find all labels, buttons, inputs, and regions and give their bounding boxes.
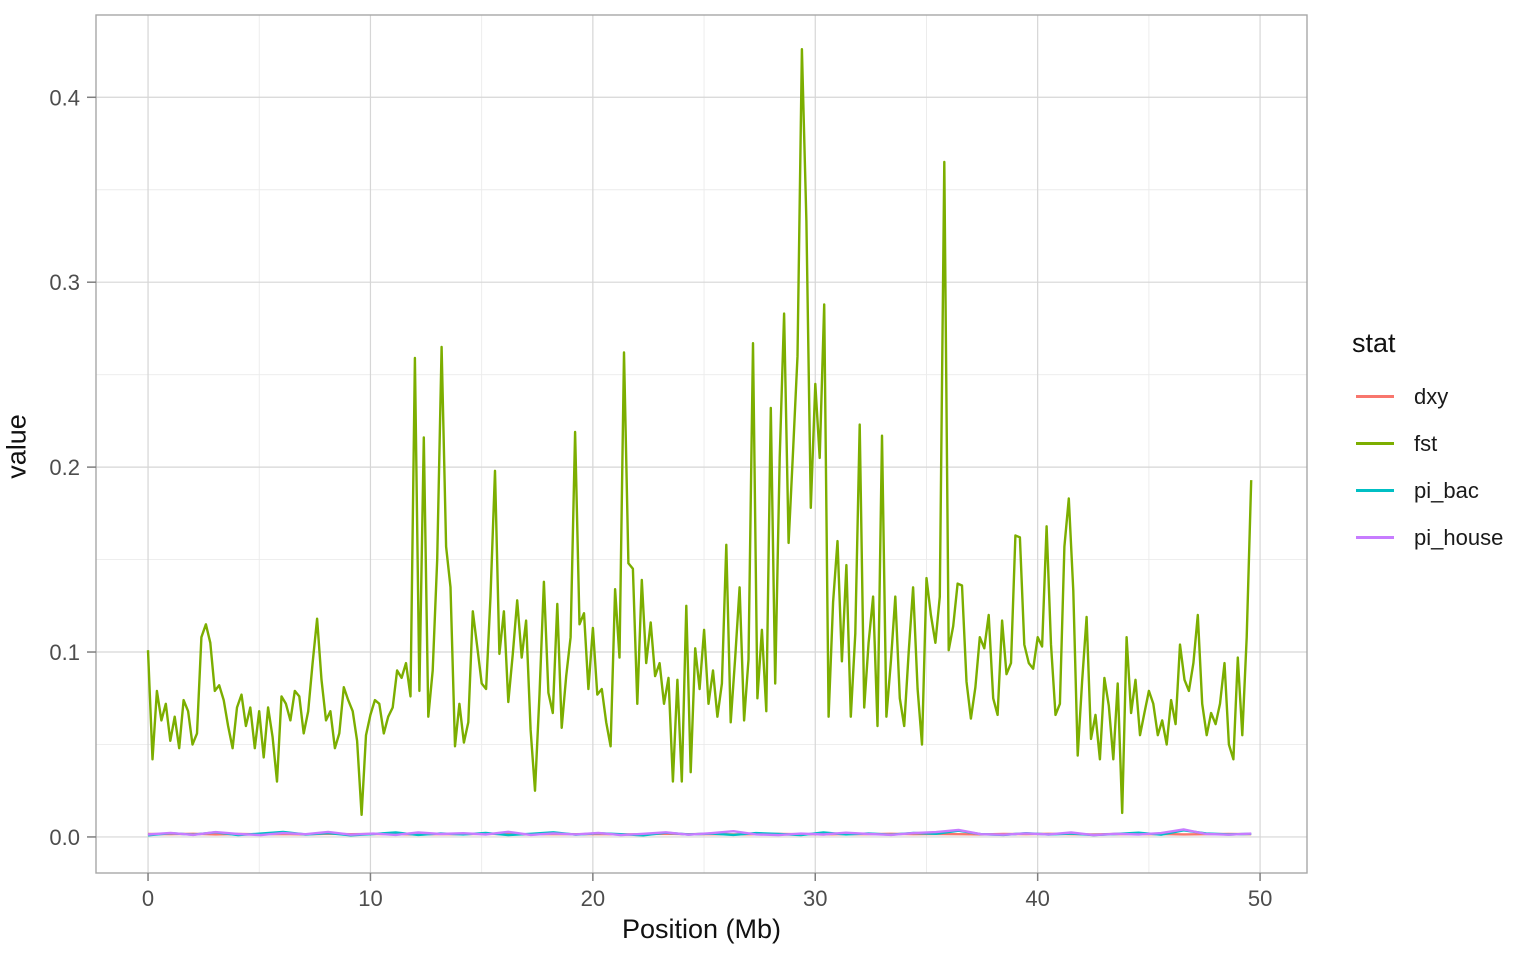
legend-key-line-pi_house xyxy=(1356,536,1394,539)
legend-entry-pi_bac: pi_bac xyxy=(1352,467,1532,514)
y-tick-label: 0.2 xyxy=(49,455,80,480)
x-tick-label: 50 xyxy=(1248,886,1272,911)
legend-key-line-fst xyxy=(1356,442,1394,445)
legend-label: fst xyxy=(1414,430,1438,456)
y-axis-title: value xyxy=(1,414,32,479)
legend-label: dxy xyxy=(1414,383,1449,409)
y-tick-label: 0.3 xyxy=(49,270,80,295)
legend-key-line-dxy xyxy=(1356,395,1394,398)
y-tick-label: 0.0 xyxy=(49,825,80,850)
series-line-pi_house xyxy=(147,828,1252,837)
legend-key-line-pi_bac xyxy=(1356,489,1394,492)
x-tick-label: 10 xyxy=(358,886,382,911)
x-tick-label: 0 xyxy=(142,886,154,911)
legend: stat dxy fst pi_bac pi_house xyxy=(1352,330,1532,561)
axis-ticks xyxy=(87,96,1261,881)
x-tick-label: 20 xyxy=(581,886,605,911)
series-line-fst xyxy=(146,48,1253,816)
panel-border xyxy=(95,14,1308,874)
major-gridlines xyxy=(96,15,1307,873)
y-tick-label: 0.4 xyxy=(49,85,80,110)
legend-entry-fst: fst xyxy=(1352,420,1532,467)
panel-background xyxy=(96,15,1307,873)
legend-entry-dxy: dxy xyxy=(1352,373,1532,420)
x-tick-label: 30 xyxy=(803,886,827,911)
legend-label: pi_house xyxy=(1414,524,1504,550)
legend-label: pi_bac xyxy=(1414,477,1479,503)
y-tick-label: 0.1 xyxy=(49,640,80,665)
minor-gridlines xyxy=(96,15,1307,873)
x-tick-label: 40 xyxy=(1025,886,1049,911)
legend-title: stat xyxy=(1352,328,1396,358)
x-axis-title: Position (Mb) xyxy=(621,914,782,944)
legend-entries: dxy fst pi_bac pi_house xyxy=(1352,373,1532,561)
legend-entry-pi_house: pi_house xyxy=(1352,514,1532,561)
